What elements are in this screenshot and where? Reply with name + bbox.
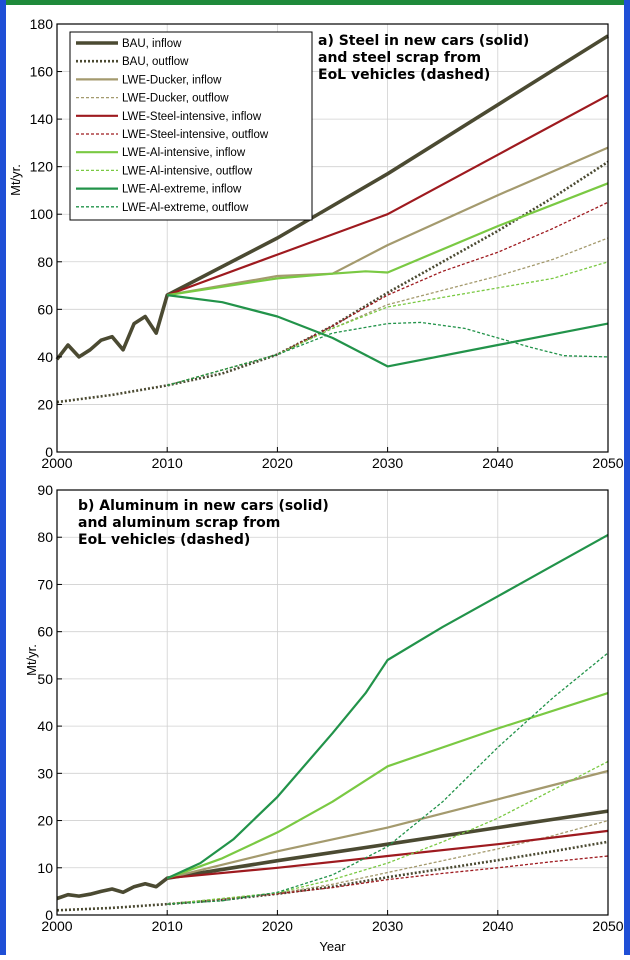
x-tick-label: 2040 bbox=[482, 455, 513, 471]
legend-entry-label: BAU, outflow bbox=[122, 56, 189, 68]
y-tick-label: 20 bbox=[37, 396, 53, 412]
series-group bbox=[56, 533, 609, 912]
x-axis-label: Year bbox=[319, 939, 346, 954]
series-line-bau-inflow bbox=[56, 809, 609, 901]
y-tick-label: 60 bbox=[37, 301, 53, 317]
series-line-bau-inflow bbox=[55, 34, 609, 361]
y-tick-label: 40 bbox=[37, 349, 53, 365]
legend-entry-label: LWE-Steel-intensive, outflow bbox=[122, 129, 269, 141]
series-line-lwe-al-intensive-outflow bbox=[167, 760, 609, 905]
y-tick-label: 0 bbox=[45, 444, 53, 460]
y-tick-label: 80 bbox=[37, 529, 53, 545]
legend-entry-label: LWE-Al-extreme, inflow bbox=[122, 184, 242, 196]
series-line-lwe-steel-intensive-inflow bbox=[167, 829, 609, 880]
chart-title-line: EoL vehicles (dashed) bbox=[318, 67, 490, 83]
x-tick-label: 2030 bbox=[372, 918, 403, 934]
y-axis-label: Mt/yr. bbox=[24, 644, 39, 676]
x-tick-label: 2000 bbox=[41, 918, 72, 934]
chart-title-line: and aluminum scrap from bbox=[78, 515, 280, 531]
series-line-lwe-steel-intensive-outflow bbox=[167, 201, 609, 387]
frame-right-border bbox=[624, 0, 630, 955]
x-tick-label: 2000 bbox=[41, 455, 72, 471]
chart-title: b) Aluminum in new cars (solid)and alumi… bbox=[78, 498, 329, 548]
panel-a-steel-chart: 2000 2010 2020 2030 2040 20500204060801001201… bbox=[8, 16, 624, 471]
chart-title: a) Steel in new cars (solid)and steel sc… bbox=[318, 33, 529, 83]
chart-title-line: b) Aluminum in new cars (solid) bbox=[78, 498, 329, 514]
legend-entry-label: LWE-Ducker, inflow bbox=[122, 74, 222, 86]
x-tick-label: 2010 bbox=[152, 918, 183, 934]
series-line-lwe-al-intensive-inflow bbox=[167, 182, 609, 297]
y-tick-label: 0 bbox=[45, 907, 53, 923]
series-line-lwe-ducker-outflow bbox=[167, 237, 609, 387]
chart-title-line: EoL vehicles (dashed) bbox=[78, 532, 250, 548]
y-tick-label: 10 bbox=[37, 860, 53, 876]
y-tick-label: 100 bbox=[30, 206, 54, 222]
axes-box bbox=[56, 489, 609, 916]
y-tick-label: 80 bbox=[37, 254, 53, 270]
series-line-lwe-al-intensive-inflow bbox=[166, 692, 609, 880]
y-tick-label: 60 bbox=[37, 624, 53, 640]
legend-entry-label: LWE-Al-intensive, outflow bbox=[122, 165, 253, 177]
legend-entry-label: LWE-Al-intensive, inflow bbox=[122, 147, 246, 159]
series-line-lwe-ducker-inflow bbox=[167, 146, 609, 297]
axes-box bbox=[56, 23, 609, 453]
legend-entry-label: BAU, inflow bbox=[122, 38, 182, 50]
x-tick-label: 2020 bbox=[262, 918, 293, 934]
chart-title-line: a) Steel in new cars (solid) bbox=[318, 33, 529, 49]
legend-entry-label: LWE-Al-extreme, outflow bbox=[122, 202, 249, 214]
series-line-lwe-al-extreme-inflow bbox=[167, 294, 609, 368]
frame-left-border bbox=[0, 0, 6, 955]
y-tick-label: 140 bbox=[30, 111, 54, 127]
y-tick-label: 160 bbox=[30, 64, 54, 80]
series-line-lwe-steel-intensive-inflow bbox=[166, 94, 609, 297]
panel-b-aluminum-chart: 2000 2010 2020 2030 2040 20500102030405060708… bbox=[24, 482, 624, 954]
y-axis-label: Mt/yr. bbox=[8, 164, 23, 196]
series-group bbox=[55, 34, 609, 404]
series-line-lwe-al-extreme-outflow bbox=[167, 321, 609, 387]
legend: BAU, inflow BAU, outflow LWE-Ducker, inflo… bbox=[69, 31, 313, 221]
y-tick-label: 180 bbox=[30, 16, 54, 32]
x-tick-label: 2030 bbox=[372, 455, 403, 471]
y-tick-label: 40 bbox=[37, 718, 53, 734]
series-line-lwe-ducker-inflow bbox=[166, 769, 609, 880]
y-tick-label: 30 bbox=[37, 765, 53, 781]
x-tick-label: 2050 bbox=[592, 918, 623, 934]
chart-title-line: and steel scrap from bbox=[318, 50, 481, 66]
series-line-lwe-al-extreme-outflow bbox=[167, 652, 609, 905]
series-line-bau-outflow bbox=[56, 840, 609, 912]
y-tick-label: 90 bbox=[37, 482, 53, 498]
legend-entry-label: LWE-Ducker, outflow bbox=[122, 93, 229, 105]
series-line-lwe-al-intensive-outflow bbox=[167, 261, 609, 387]
x-tick-label: 2020 bbox=[262, 455, 293, 471]
y-tick-label: 50 bbox=[37, 671, 53, 687]
y-tick-label: 120 bbox=[30, 159, 54, 175]
series-line-lwe-al-extreme-inflow bbox=[166, 533, 609, 880]
x-tick-label: 2010 bbox=[152, 455, 183, 471]
y-tick-label: 70 bbox=[37, 576, 53, 592]
x-tick-label: 2050 bbox=[592, 455, 623, 471]
legend-entry-label: LWE-Steel-intensive, inflow bbox=[122, 111, 262, 123]
y-tick-label: 20 bbox=[37, 813, 53, 829]
x-tick-label: 2040 bbox=[482, 918, 513, 934]
frame-top-border bbox=[0, 0, 630, 5]
